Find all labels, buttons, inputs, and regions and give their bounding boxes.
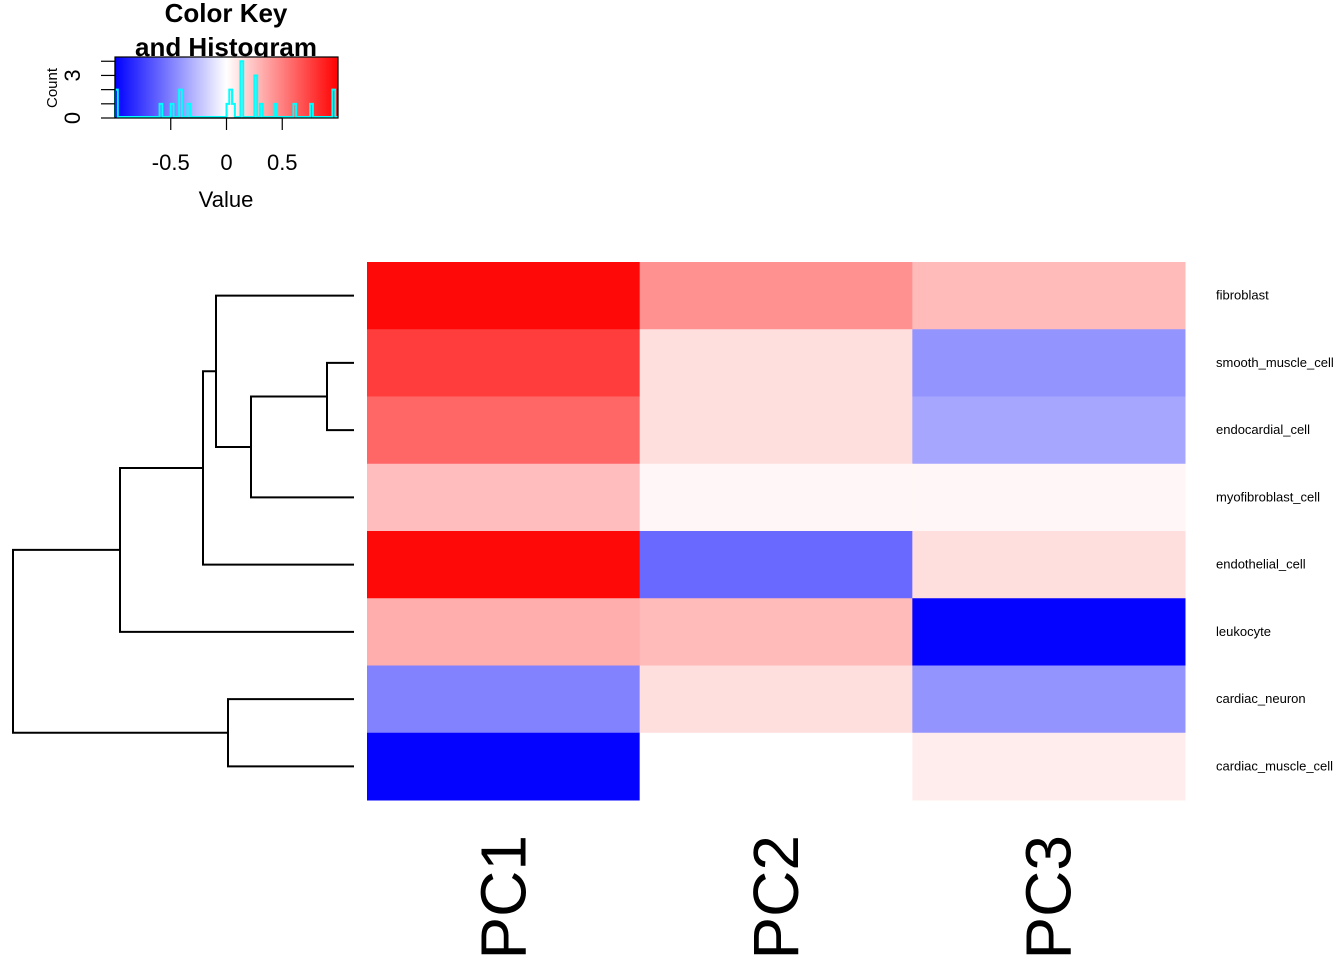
column-label: PC1 [467, 835, 539, 960]
heatmap-cell [912, 665, 1186, 734]
heatmap-cell [367, 531, 641, 599]
heatmap-cell [912, 463, 1186, 532]
heatmap-cell [639, 732, 913, 801]
color-key-y-axis: 03 [60, 60, 116, 124]
color-key-histogram [114, 60, 338, 118]
histogram-line [114, 60, 338, 118]
dendrogram-branch [215, 294, 354, 448]
color-key-ylabel: Count [44, 67, 61, 108]
heatmap-cell [639, 598, 913, 666]
row-label: myofibroblast_cell [1216, 489, 1320, 504]
heatmap-cell [912, 531, 1186, 599]
heatmap-cell [367, 396, 641, 465]
key-y-tick-label: 0 [60, 112, 85, 124]
heatmap-cell [367, 598, 641, 666]
key-y-tick-label: 3 [60, 69, 85, 81]
heatmap-cell [912, 396, 1186, 465]
row-label: cardiac_neuron [1216, 691, 1306, 706]
heatmap-cell [639, 329, 913, 397]
heatmap-cell [912, 732, 1186, 801]
heatmap-cell [639, 531, 913, 599]
column-labels: PC1 PC2 PC3 [467, 835, 1084, 960]
key-x-tick-label: -0.5 [152, 150, 190, 175]
row-label: endothelial_cell [1216, 557, 1306, 572]
dendrogram-branch [12, 548, 228, 734]
key-x-tick-label: 0.5 [267, 150, 298, 175]
heatmap-cell [912, 598, 1186, 666]
row-label: leukocyte [1216, 624, 1271, 639]
row-labels: fibroblast smooth_muscle_cell endocardial_… [1216, 288, 1334, 774]
dendrogram-branch [202, 370, 354, 566]
dendrogram-branch [227, 698, 354, 768]
heatmap-cell [367, 665, 641, 734]
dendrogram-branch [250, 395, 354, 499]
heatmap-cell [367, 329, 641, 397]
heatmap-cell [912, 329, 1186, 397]
color-key-title-line1: Color Key [165, 0, 288, 28]
key-x-tick-label: 0 [220, 150, 232, 175]
row-dendrogram [12, 294, 354, 768]
column-label: PC3 [1013, 835, 1085, 960]
heatmap-cell [912, 262, 1186, 330]
row-label: cardiac_muscle_cell [1216, 758, 1333, 773]
dendrogram-branch [326, 361, 354, 432]
row-label: endocardial_cell [1216, 422, 1310, 437]
color-key: Color Key and Histogram -0.5 0 0.5 03 Valu… [44, 0, 339, 212]
heatmap-cell [367, 732, 641, 801]
heatmap-cell [639, 665, 913, 734]
color-key-x-axis: -0.5 0 0.5 [152, 117, 298, 175]
color-key-xlabel: Value [199, 187, 254, 212]
heatmap-cell [639, 262, 913, 330]
heatmap-cell [639, 463, 913, 532]
row-label: fibroblast [1216, 288, 1269, 303]
heatmap-cells [367, 262, 1186, 801]
row-label: smooth_muscle_cell [1216, 355, 1334, 370]
heatmap-cell [367, 262, 641, 330]
column-label: PC2 [740, 835, 812, 960]
heatmap-cell [367, 463, 641, 532]
dendrogram-branch [119, 466, 354, 633]
heatmap-cell [639, 396, 913, 465]
